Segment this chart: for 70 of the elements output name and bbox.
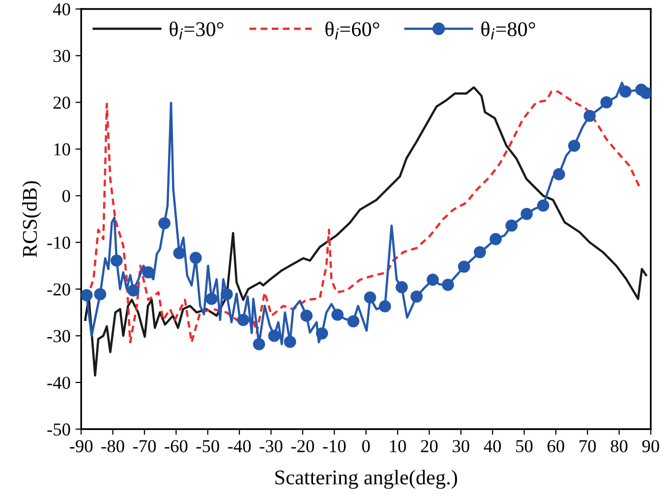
point xyxy=(158,217,170,230)
y-tick-label: -10 xyxy=(47,236,70,249)
x-tick-label: -20 xyxy=(291,440,314,452)
point xyxy=(410,290,423,303)
y-tick-label: -30 xyxy=(47,330,70,342)
x-tick-label: 40 xyxy=(484,440,501,452)
point xyxy=(142,266,154,278)
y-tick-label: 0 xyxy=(62,190,70,202)
point xyxy=(220,288,233,300)
point xyxy=(378,300,392,312)
point xyxy=(284,336,296,348)
x-tick-label: 20 xyxy=(421,440,438,452)
point xyxy=(316,327,328,340)
legend-label: θ$_{i}$=80° xyxy=(481,21,536,40)
point xyxy=(252,338,266,350)
point xyxy=(300,310,313,322)
point xyxy=(396,281,408,294)
y-tick-label: -20 xyxy=(47,283,70,296)
x-tick-label: -60 xyxy=(164,440,188,452)
x-tick-label: -90 xyxy=(70,440,93,452)
x-tick-label: 50 xyxy=(516,440,533,452)
point xyxy=(81,289,93,302)
point xyxy=(237,314,250,326)
point xyxy=(347,315,360,328)
x-tick-label: 10 xyxy=(390,440,406,452)
x-tick-label: -30 xyxy=(260,440,282,452)
legend-label: θ$_{i}$=30° xyxy=(170,21,224,40)
point xyxy=(552,168,566,180)
point xyxy=(537,199,550,212)
point xyxy=(520,208,533,220)
x-tick-label: -10 xyxy=(322,440,346,452)
point xyxy=(364,291,376,304)
point xyxy=(458,260,470,273)
point xyxy=(640,86,651,100)
legend-label: θ$_{i}$=60° xyxy=(325,21,380,40)
point xyxy=(268,330,280,342)
point xyxy=(619,86,632,98)
point xyxy=(474,246,486,258)
y-tick-label: 40 xyxy=(53,3,70,16)
y-tick-label: 30 xyxy=(54,50,70,62)
point xyxy=(584,110,596,122)
point xyxy=(94,288,106,300)
x-tick-label: 80 xyxy=(610,440,628,452)
x-tick-label: -50 xyxy=(196,440,220,452)
point xyxy=(127,284,140,297)
point xyxy=(331,308,344,321)
point xyxy=(110,254,123,267)
point xyxy=(490,233,502,246)
x-tick-label: -40 xyxy=(228,440,251,452)
x-tick-label: 30 xyxy=(452,440,470,452)
point xyxy=(190,252,202,264)
y-tick-label: 20 xyxy=(54,96,70,109)
point xyxy=(173,247,186,260)
x-tick-label: -70 xyxy=(133,440,156,452)
point xyxy=(205,292,218,305)
y-axis-title: RCS(dB) xyxy=(22,181,42,258)
x-axis-title: Scattering angle(deg.) xyxy=(275,470,458,489)
point xyxy=(442,278,454,291)
x-tick-label: 70 xyxy=(580,440,596,452)
x-tick-label: -80 xyxy=(101,440,124,452)
y-tick-label: -40 xyxy=(47,376,70,389)
x-tick-label: 0 xyxy=(362,440,370,452)
x-tick-label: 60 xyxy=(548,440,564,452)
y-tick-label: 10 xyxy=(54,143,70,156)
point xyxy=(600,96,613,108)
point xyxy=(568,140,580,152)
point xyxy=(426,274,439,286)
x-tick-label: 90 xyxy=(642,440,660,452)
point xyxy=(505,220,518,232)
y-tick-label: -50 xyxy=(47,423,70,436)
